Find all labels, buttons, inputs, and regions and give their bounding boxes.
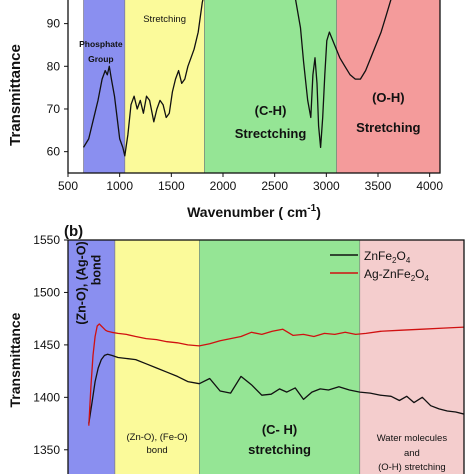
panel-a-x-tick-label-3000: 3000 bbox=[313, 179, 340, 193]
panel-a-x-axis-label-close: ) bbox=[316, 204, 321, 220]
panel-b-y-tick-label-1450: 1450 bbox=[33, 338, 60, 352]
panel-b-region-label-stretching: stretching bbox=[248, 442, 311, 457]
panel-a-x-tick-label-3500: 3500 bbox=[365, 179, 392, 193]
panel-b-y-tick-label-1350: 1350 bbox=[33, 443, 60, 457]
panel-a-x-tick-label-1500: 1500 bbox=[158, 179, 185, 193]
panel-a-y-tick-label-80: 80 bbox=[47, 59, 61, 73]
panel-a-region-label-o-h: (O-H) bbox=[372, 90, 405, 105]
panel-a-region-label-strectching: Strectching bbox=[235, 126, 307, 141]
panel-a-y-tick-label-90: 90 bbox=[47, 17, 61, 31]
panel-b-region-label-c-h: (C- H) bbox=[262, 422, 297, 437]
panel-a-axes bbox=[67, 0, 441, 174]
panel-a-series-line bbox=[82, 0, 392, 157]
panel-b-series bbox=[88, 323, 464, 426]
legend-znfe2o4-sub1: 2 bbox=[392, 256, 397, 265]
panel-a-region-2 bbox=[204, 0, 337, 173]
panel-b-region-label-and: and bbox=[404, 448, 420, 459]
panel-b-series-ag-znfe2o4 bbox=[88, 323, 464, 426]
panel-b-region-labels: (Zn-O), (Ag-O) bond(Zn-O), (Fe-O)bond(C- … bbox=[74, 241, 447, 473]
legend-label-znfe2o4: ZnFe2O4 bbox=[364, 249, 411, 265]
panel-a-region-label-phosphate: Phosphate bbox=[79, 39, 123, 49]
legend-ag-sub1: 2 bbox=[411, 274, 416, 283]
panel-a-x-axis-label: Wavenumber (cm-1) bbox=[187, 203, 321, 220]
panel-b-y-tick-label-1500: 1500 bbox=[33, 285, 60, 299]
panel-b-region-label-water-molecules: Water molecules bbox=[377, 433, 448, 444]
panel-b-axes bbox=[67, 239, 465, 474]
panel-b-region-label-bond: bond bbox=[147, 445, 168, 456]
panel-a-region-1 bbox=[124, 0, 205, 173]
legend-znfe2o4-mid: O bbox=[396, 249, 405, 263]
panel-a-region-labels: Phosphate Group Stretching (C-H) Strectching… bbox=[79, 14, 420, 141]
panel-a-x-axis-label-main: Wavenumber ( bbox=[187, 204, 283, 220]
panel-a-region-label-group: Group bbox=[88, 54, 114, 64]
panel-a-x-tick-label-1000: 1000 bbox=[106, 179, 133, 193]
panel-b-ticks: 1350 1400 1450 1500 1550 bbox=[33, 233, 68, 457]
panel-b-region-label-bond: bond bbox=[89, 255, 103, 286]
legend-ag-mid: O bbox=[415, 267, 424, 281]
panel-b-region-0 bbox=[68, 240, 116, 474]
legend-znfe2o4-main: ZnFe bbox=[364, 249, 392, 263]
panel-a-y-axis-label: Transmittance bbox=[7, 44, 24, 146]
panel-a-region-label-c-h: (C-H) bbox=[255, 103, 287, 118]
panel-a-x-tick-label-4000: 4000 bbox=[416, 179, 443, 193]
panel-a-y-tick-label-60: 60 bbox=[47, 145, 61, 159]
panel-a-region-label-stretching: Stretching bbox=[143, 14, 186, 25]
legend-ag-main: Ag-ZnFe bbox=[364, 267, 411, 281]
panel-b-region-label-zn-o-fe-o: (Zn-O), (Fe-O) bbox=[126, 432, 187, 443]
panel-b-region-1 bbox=[114, 240, 200, 474]
panel-a-y-tick-label-70: 70 bbox=[47, 102, 61, 116]
panel-a-x-axis-label-unit: cm bbox=[287, 204, 307, 220]
panel-b-regions bbox=[68, 240, 464, 474]
panel-a-series bbox=[82, 0, 392, 157]
legend-znfe2o4-sub2: 4 bbox=[406, 256, 411, 265]
panel-a-x-tick-label-2000: 2000 bbox=[210, 179, 237, 193]
panel-b-region-label-o-h-stretching: (O-H) stretching bbox=[378, 462, 446, 473]
panel-b-region-3 bbox=[359, 240, 464, 474]
panel-b-region-2 bbox=[199, 240, 361, 474]
panel-b-legend: ZnFe2O4 Ag-ZnFe2O4 bbox=[330, 249, 429, 283]
panel-b-y-tick-label-1400: 1400 bbox=[33, 390, 60, 404]
legend-label-ag-znfe2o4: Ag-ZnFe2O4 bbox=[364, 267, 429, 283]
panel-b-y-tick-label-1550: 1550 bbox=[33, 233, 60, 247]
panel-a-regions bbox=[83, 0, 440, 173]
panel-b: (Zn-O), (Ag-O) bond(Zn-O), (Fe-O)bond(C- … bbox=[7, 223, 465, 474]
panel-a-x-tick-label-2500: 2500 bbox=[261, 179, 288, 193]
panel-b-series-znfe2o4 bbox=[88, 353, 464, 424]
legend-ag-sub2: 4 bbox=[424, 274, 429, 283]
panel-a-region-0 bbox=[83, 0, 126, 173]
panel-a: Phosphate Group Stretching (C-H) Strectching… bbox=[7, 0, 443, 220]
panel-b-label: (b) bbox=[64, 223, 83, 240]
panel-a-ticks: 500 1000 1500 2000 2500 3000 3500 4000 60 70 80 90 bbox=[47, 17, 444, 193]
panel-b-y-axis-label: Transmittance bbox=[7, 312, 23, 407]
panel-b-region-label-zn-o-ag-o: (Zn-O), (Ag-O) bbox=[74, 241, 88, 324]
panel-a-region-3 bbox=[336, 0, 440, 173]
panel-a-region-label-stretching: Stretching bbox=[356, 120, 420, 135]
panel-a-x-axis-label-exp: -1 bbox=[307, 203, 316, 214]
panel-a-x-tick-label-500: 500 bbox=[58, 179, 78, 193]
